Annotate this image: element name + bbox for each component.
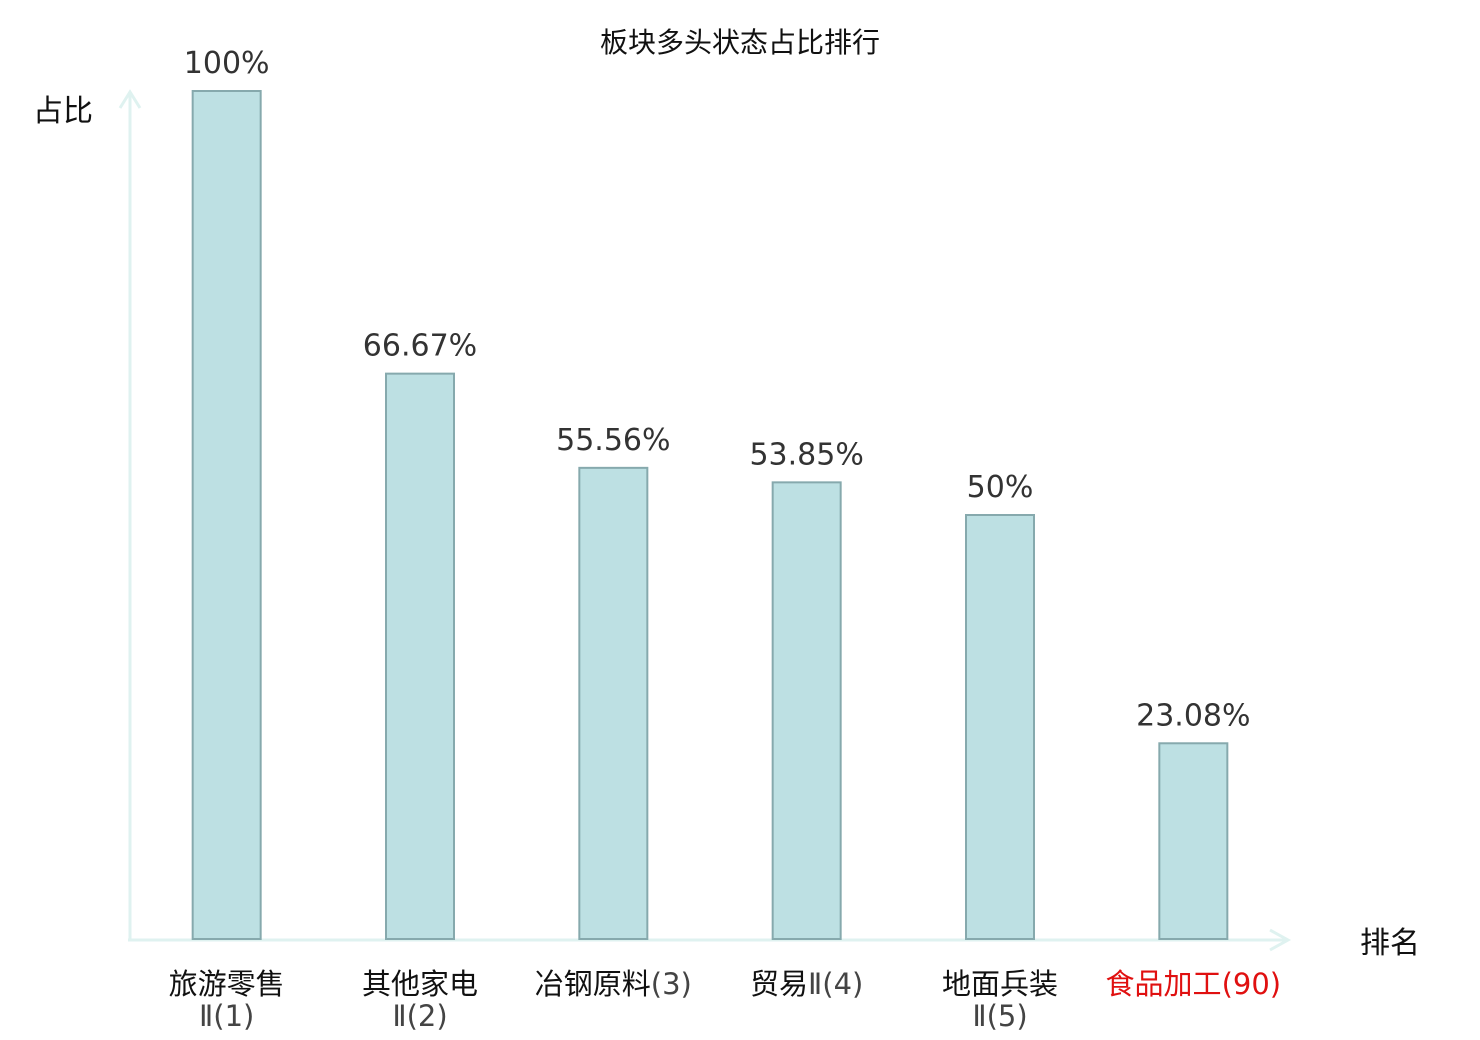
category-name: 地面兵装 <box>942 967 1058 1001</box>
category-label: 地面兵装 Ⅱ(5) <box>942 967 1058 1033</box>
category-rank: (3) <box>651 967 692 1001</box>
category-rank: Ⅱ(4) <box>808 967 863 1001</box>
y-axis-label: 占比 <box>33 94 93 129</box>
category-rank: Ⅱ(2) <box>392 999 447 1033</box>
value-label: 66.67% <box>363 329 477 364</box>
bar <box>191 90 262 940</box>
bar <box>1158 742 1229 941</box>
category-name: 冶钢原料 <box>535 967 651 1001</box>
value-label: 50% <box>967 470 1034 505</box>
category-label: 旅游零售 Ⅱ(1) <box>169 967 285 1033</box>
y-axis-arrow <box>118 89 142 109</box>
value-labels-group: 100% 66.67% 55.56% 53.85% 50% 23.08% <box>184 46 1251 733</box>
category-label: 冶钢原料(3) <box>535 967 692 1001</box>
x-axis-label: 排名 <box>1360 926 1420 961</box>
category-label: 贸易Ⅱ(4) <box>750 967 863 1001</box>
category-label: 其他家电 Ⅱ(2) <box>362 967 478 1033</box>
value-label: 53.85% <box>749 437 863 472</box>
category-rank: (90) <box>1222 967 1282 1001</box>
category-name: 贸易 <box>750 967 808 1001</box>
category-labels-group: 旅游零售 Ⅱ(1) 其他家电 Ⅱ(2) 冶钢原料(3) 贸易Ⅱ(4) 地面兵装 Ⅱ(5) 食品加… <box>169 967 1281 1033</box>
bar <box>578 466 649 940</box>
value-label: 55.56% <box>556 423 670 458</box>
bars-group <box>191 90 1229 941</box>
category-label: 食品加工(90) <box>1106 967 1282 1001</box>
value-label: 100% <box>184 46 270 81</box>
category-name: 其他家电 <box>362 967 478 1001</box>
bar <box>965 514 1035 940</box>
chart-title: 板块多头状态占比排行 <box>600 26 880 59</box>
value-label: 23.08% <box>1136 698 1250 733</box>
bar <box>385 372 455 940</box>
category-name: 旅游零售 <box>169 967 285 1001</box>
bar <box>771 481 842 940</box>
x-axis-arrow <box>1269 928 1292 952</box>
category-rank: Ⅱ(1) <box>199 999 254 1033</box>
category-rank: Ⅱ(5) <box>972 999 1027 1033</box>
axes <box>118 89 1292 952</box>
category-name: 食品加工 <box>1106 967 1222 1001</box>
